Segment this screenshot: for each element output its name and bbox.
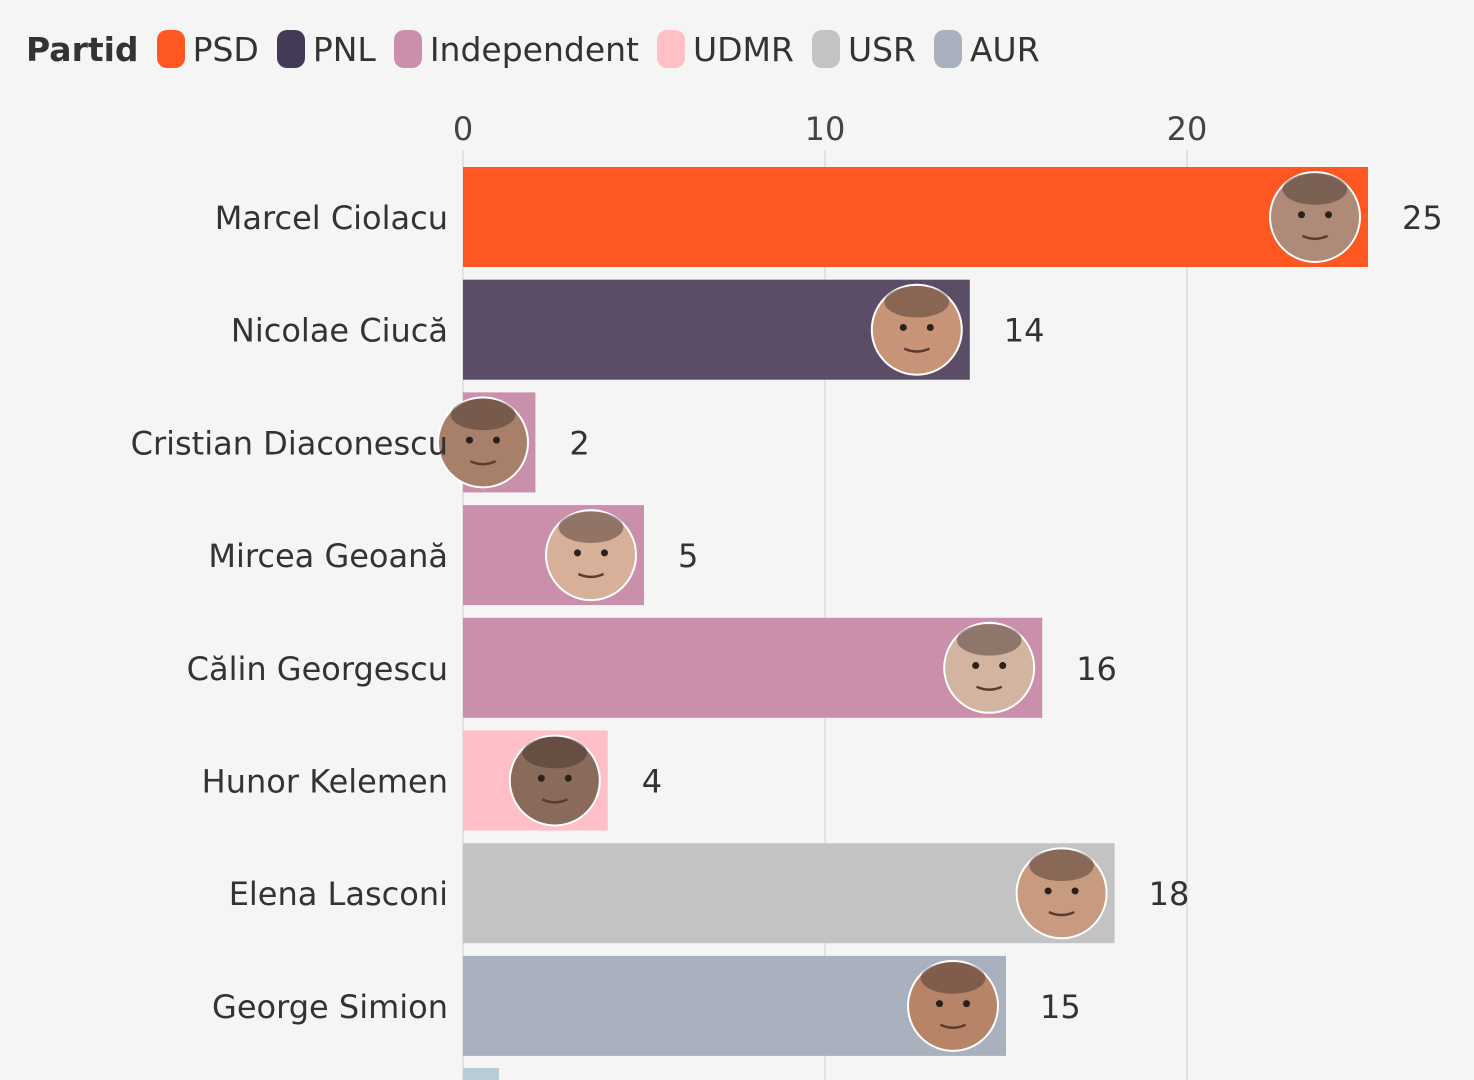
avatar-eye-left-0 <box>1298 211 1305 219</box>
legend-swatch-aur <box>933 30 962 68</box>
x-tick-label-0: 0 <box>453 110 473 148</box>
avatar-mouth-7 <box>939 1023 967 1029</box>
category-label-6: Elena Lasconi <box>229 875 448 913</box>
avatar-0 <box>1269 171 1361 263</box>
avatar-4 <box>943 621 1036 714</box>
legend-label-usr: USR <box>847 29 916 69</box>
legend-label-udmr: UDMR <box>692 29 794 69</box>
legend-item-psd[interactable]: PSD <box>156 29 259 69</box>
avatar-hair-0 <box>1282 173 1348 205</box>
category-label-1: Nicolae Ciucă <box>231 312 448 350</box>
avatar-eye-right-0 <box>1325 211 1332 219</box>
avatar-3 <box>545 509 637 602</box>
avatar-eye-left-1 <box>899 323 907 331</box>
avatar-1 <box>870 283 963 376</box>
avatar-hair-3 <box>558 511 624 543</box>
bar-cropped <box>463 1068 499 1080</box>
legend-swatch-independent <box>393 30 422 68</box>
avatar-mouth-2 <box>469 460 497 466</box>
legend-label-independent: Independent <box>429 29 639 69</box>
avatar-eye-left-5 <box>537 774 545 782</box>
legend-title: Partid <box>26 29 139 69</box>
legend-item-pnl[interactable]: PNL <box>276 29 376 69</box>
category-label-2: Cristian Diaconescu <box>131 424 448 462</box>
avatar-2 <box>437 396 529 489</box>
avatar-hair-1 <box>884 286 950 318</box>
avatar-eye-left-3 <box>574 549 581 557</box>
bar-6 <box>463 843 1115 944</box>
avatar-eye-right-3 <box>601 549 608 557</box>
category-label-3: Mircea Geoană <box>208 537 448 575</box>
category-label-5: Hunor Kelemen <box>202 763 448 801</box>
avatar-eye-right-7 <box>963 1000 970 1008</box>
legend-swatch-usr <box>811 30 840 68</box>
x-tick-label-10: 10 <box>805 110 846 148</box>
avatar-eye-right-6 <box>1071 887 1079 895</box>
avatar-mouth-4 <box>976 685 1003 691</box>
avatar-eye-left-4 <box>972 662 980 670</box>
legend-swatch-psd <box>156 30 185 68</box>
avatar-7 <box>907 959 999 1052</box>
legend-swatch-pnl <box>276 30 305 68</box>
value-label-7: 15 <box>1040 988 1081 1026</box>
avatar-mouth-6 <box>1048 910 1075 917</box>
avatar-face-4 <box>943 621 1036 714</box>
value-label-4: 16 <box>1076 650 1117 688</box>
category-label-7: George Simion <box>212 988 448 1026</box>
value-label-2: 2 <box>569 424 589 462</box>
value-label-1: 14 <box>1004 312 1045 350</box>
avatar-5 <box>508 734 601 827</box>
avatar-face-3 <box>545 509 637 602</box>
avatar-face-0 <box>1269 171 1361 263</box>
value-label-6: 18 <box>1149 875 1190 913</box>
avatar-eye-right-1 <box>926 323 934 331</box>
value-label-5: 4 <box>642 763 662 801</box>
legend-item-aur[interactable]: AUR <box>933 29 1040 69</box>
avatar-hair-4 <box>956 624 1022 656</box>
avatar-eye-left-2 <box>466 436 473 444</box>
x-tick-label-20: 20 <box>1167 110 1208 148</box>
avatar-eye-right-4 <box>999 662 1007 670</box>
avatar-hair-5 <box>522 736 588 769</box>
avatar-mouth-0 <box>1301 234 1329 241</box>
value-label-3: 5 <box>678 537 698 575</box>
avatar-eye-right-2 <box>493 436 500 444</box>
avatar-face-1 <box>870 283 963 376</box>
category-label-4: Călin Georgescu <box>187 650 448 688</box>
bar-0 <box>463 167 1368 267</box>
avatar-eye-left-6 <box>1044 887 1052 895</box>
legend-label-psd: PSD <box>192 29 259 69</box>
legend-item-independent[interactable]: Independent <box>393 29 639 69</box>
legend-label-pnl: PNL <box>312 29 376 69</box>
avatar-face-2 <box>437 396 529 489</box>
legend-swatch-udmr <box>656 30 685 68</box>
avatar-eye-right-5 <box>564 774 572 782</box>
avatar-mouth-3 <box>577 572 605 579</box>
avatar-face-5 <box>508 734 601 827</box>
avatar-hair-7 <box>920 962 986 994</box>
avatar-mouth-5 <box>541 798 568 804</box>
avatar-eye-left-7 <box>936 1000 943 1008</box>
category-label-0: Marcel Ciolacu <box>215 199 448 237</box>
avatar-face-6 <box>1015 847 1108 940</box>
avatar-face-7 <box>907 959 999 1052</box>
avatar-mouth-1 <box>903 347 930 353</box>
legend: Partid PSD PNL Independent UDMR USR AUR <box>26 26 1058 72</box>
avatar-hair-6 <box>1029 849 1094 882</box>
legend-label-aur: AUR <box>969 29 1040 69</box>
avatar-6 <box>1015 847 1108 940</box>
legend-item-udmr[interactable]: UDMR <box>656 29 794 69</box>
avatar-hair-2 <box>450 398 516 431</box>
legend-item-usr[interactable]: USR <box>811 29 916 69</box>
value-label-0: 25 <box>1402 199 1443 237</box>
